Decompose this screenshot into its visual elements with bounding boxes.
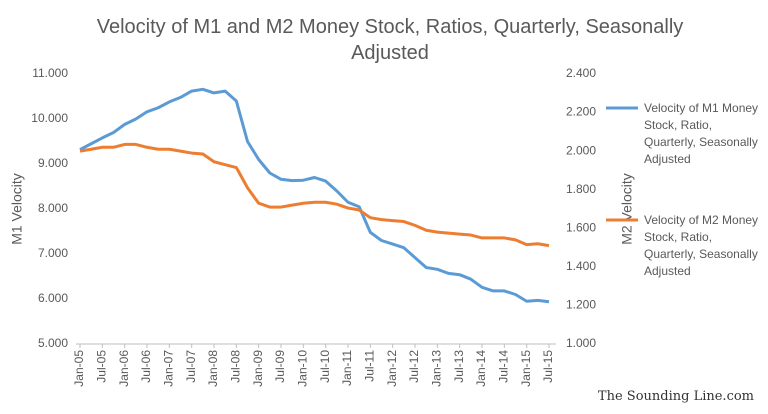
x-tick-label: Jul-09 — [273, 350, 287, 383]
y-tick-label: 7.000 — [38, 246, 68, 260]
x-tick-label: Jul-07 — [184, 350, 198, 383]
y-tick-label: 11.000 — [32, 66, 68, 80]
y2-tick-label: 1.800 — [566, 182, 596, 196]
x-tick-label: Jul-05 — [95, 350, 109, 383]
x-tick-label: Jan-11 — [340, 350, 354, 386]
watermark: The Sounding Line.com — [597, 389, 754, 404]
y2-tick-label: 2.000 — [566, 143, 596, 157]
y-tick-label: 9.000 — [38, 156, 68, 170]
x-tick-label: Jan-12 — [385, 350, 399, 387]
data-line — [79, 142, 550, 248]
y-tick-label: 8.000 — [38, 201, 68, 215]
y2-tick-label: 1.000 — [566, 336, 596, 350]
y2-tick-label: 2.400 — [566, 66, 596, 80]
y-tick-label: 5.000 — [38, 336, 68, 350]
x-tick-label: Jul-10 — [318, 350, 332, 383]
y2-tick-label: 1.400 — [566, 259, 596, 273]
x-tick-label: Jan-08 — [206, 350, 220, 387]
legend-label: Velocity of M2 Money Stock, Ratio, Quart… — [644, 213, 759, 278]
x-tick-label: Jan-05 — [72, 350, 86, 387]
x-tick-label: Jul-11 — [363, 350, 377, 382]
y-tick-label: 6.000 — [38, 291, 68, 305]
x-tick-label: Jan-06 — [117, 350, 131, 387]
y2-tick-label: 1.200 — [566, 298, 596, 312]
chart-title: Velocity of M1 and M2 Money Stock, Ratio… — [96, 16, 684, 64]
x-tick-label: Jan-13 — [430, 350, 444, 387]
x-tick-label: Jul-13 — [452, 350, 466, 383]
y-axis-title: M1 Velocity — [9, 173, 25, 245]
y2-tick-label: 1.600 — [566, 220, 596, 234]
data-line — [79, 87, 550, 304]
x-tick-label: Jan-07 — [162, 350, 176, 387]
y2-tick-label: 2.200 — [566, 105, 596, 119]
y2-axis-title: M2 Velocity — [619, 173, 635, 245]
x-tick-label: Jan-14 — [474, 350, 488, 387]
y-tick-label: 10.000 — [31, 111, 68, 125]
x-tick-label: Jul-14 — [497, 350, 511, 383]
x-tick-label: Jan-10 — [296, 350, 310, 387]
x-tick-label: Jul-06 — [139, 350, 153, 383]
x-tick-label: Jan-09 — [251, 350, 265, 387]
legend-label: Velocity of M1 Money Stock, Ratio, Quart… — [644, 101, 759, 166]
x-tick-label: Jul-15 — [541, 350, 555, 383]
x-tick-label: Jul-12 — [407, 350, 421, 383]
x-tick-label: Jul-08 — [229, 350, 243, 383]
x-tick-label: Jan-15 — [519, 350, 533, 387]
